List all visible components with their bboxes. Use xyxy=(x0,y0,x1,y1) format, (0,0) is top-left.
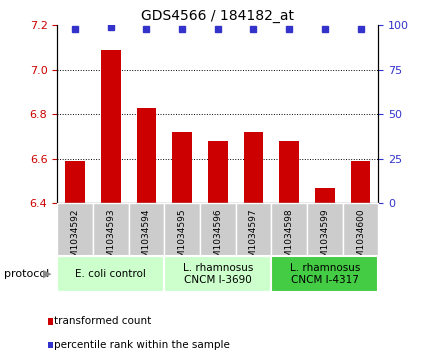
Text: ▶: ▶ xyxy=(43,269,51,279)
Bar xyxy=(164,256,271,292)
Bar xyxy=(307,203,343,256)
Bar xyxy=(279,141,299,203)
Text: GSM1034593: GSM1034593 xyxy=(106,208,115,269)
Text: GSM1034600: GSM1034600 xyxy=(356,208,365,269)
Text: GSM1034596: GSM1034596 xyxy=(213,208,222,269)
Bar xyxy=(164,203,200,256)
Text: protocol: protocol xyxy=(4,269,50,279)
Bar xyxy=(57,203,93,256)
Bar xyxy=(236,203,271,256)
Bar xyxy=(101,50,121,203)
Text: L. rhamnosus
CNCM I-3690: L. rhamnosus CNCM I-3690 xyxy=(183,263,253,285)
Bar xyxy=(93,203,128,256)
Bar xyxy=(136,108,156,203)
Title: GDS4566 / 184182_at: GDS4566 / 184182_at xyxy=(141,9,294,23)
Text: GSM1034597: GSM1034597 xyxy=(249,208,258,269)
Bar xyxy=(57,256,164,292)
Bar xyxy=(343,203,378,256)
Text: GSM1034599: GSM1034599 xyxy=(320,208,330,269)
Text: transformed count: transformed count xyxy=(54,316,151,326)
Bar xyxy=(200,203,236,256)
Text: L. rhamnosus
CNCM I-4317: L. rhamnosus CNCM I-4317 xyxy=(290,263,360,285)
Bar xyxy=(128,203,164,256)
Bar xyxy=(65,161,85,203)
Bar xyxy=(271,203,307,256)
Bar xyxy=(271,256,378,292)
Bar xyxy=(351,161,370,203)
Text: percentile rank within the sample: percentile rank within the sample xyxy=(54,340,230,350)
Text: GSM1034598: GSM1034598 xyxy=(285,208,293,269)
Bar xyxy=(208,141,227,203)
Bar xyxy=(244,132,263,203)
Text: GSM1034595: GSM1034595 xyxy=(178,208,187,269)
Text: E. coli control: E. coli control xyxy=(75,269,146,279)
Text: GSM1034592: GSM1034592 xyxy=(70,208,80,269)
Bar xyxy=(172,132,192,203)
Text: GSM1034594: GSM1034594 xyxy=(142,208,151,269)
Bar xyxy=(315,188,335,203)
